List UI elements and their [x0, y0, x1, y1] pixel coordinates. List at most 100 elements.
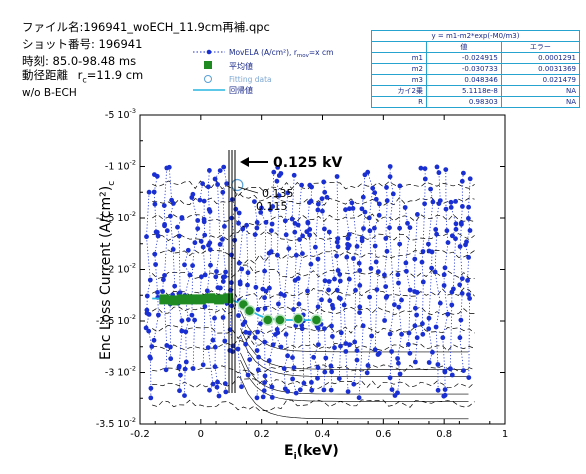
scatter-point — [319, 196, 325, 202]
background-curve — [240, 359, 469, 402]
scatter-point — [204, 288, 210, 294]
background-trace — [152, 249, 475, 265]
scatter-point — [152, 251, 158, 257]
scatter-trace — [383, 187, 388, 321]
scatter-trace — [336, 176, 342, 379]
scatter-point — [282, 386, 288, 392]
scatter-point — [323, 355, 329, 361]
scatter-point — [330, 305, 336, 311]
scatter-point — [156, 312, 161, 318]
scatter-trace — [283, 192, 290, 392]
scatter-point — [218, 285, 223, 291]
scatter-point — [383, 236, 389, 241]
scatter-point — [301, 318, 306, 324]
scatter-point — [359, 235, 365, 241]
scatter-point — [395, 272, 401, 278]
scatter-point — [467, 228, 473, 233]
background-trace — [152, 324, 475, 340]
scatter-point — [285, 353, 290, 359]
scatter-point — [189, 312, 195, 318]
scatter-point — [397, 225, 402, 231]
scatter-point — [263, 220, 269, 225]
scatter-point — [246, 330, 252, 336]
fitting-point — [262, 314, 274, 326]
scatter-point — [146, 312, 152, 317]
fit-formula: y = m1-m2*exp(-M0/m3) — [371, 30, 580, 42]
scatter-point — [375, 269, 381, 275]
scatter-point — [448, 199, 454, 205]
scatter-point — [144, 307, 150, 313]
radius-subscript: c — [82, 75, 87, 85]
scatter-point — [202, 272, 208, 278]
scatter-point — [314, 323, 320, 329]
scatter-trace — [229, 199, 237, 352]
scatter-point — [346, 243, 352, 248]
table-formula-row: y = m1-m2*exp(-M0/m3) — [371, 30, 580, 42]
scatter-point — [201, 219, 207, 225]
scatter-point — [155, 233, 161, 239]
scatter-point — [222, 274, 228, 280]
mean-point — [195, 294, 206, 305]
scatter-point — [291, 172, 297, 178]
voltage-high-label: 0.135 — [262, 187, 294, 200]
scatter-point — [346, 232, 352, 237]
scatter-point — [182, 293, 188, 298]
scatter-point — [155, 295, 161, 300]
scatter-point — [254, 395, 260, 401]
scatter-point — [162, 223, 167, 229]
scatter-point — [276, 193, 282, 198]
legend-fitting-marker — [204, 75, 212, 83]
scatter-point — [262, 380, 267, 385]
scatter-point — [161, 277, 166, 283]
scatter-point — [220, 279, 226, 284]
scatter-trace — [191, 194, 199, 369]
scatter-point — [406, 342, 411, 347]
param-name: m3 — [371, 74, 427, 86]
background-trace — [152, 399, 475, 412]
scatter-point — [255, 329, 260, 335]
scatter-point — [217, 168, 223, 174]
scatter-point — [283, 332, 289, 337]
scatter-point — [229, 280, 234, 286]
y-tick-label: -3 10-2 — [105, 365, 136, 379]
scatter-trace — [237, 212, 244, 387]
scatter-point — [144, 234, 149, 240]
scatter-point — [195, 218, 201, 223]
arrow-head — [240, 157, 249, 167]
scatter-trace — [404, 207, 411, 354]
background-trace — [152, 336, 475, 352]
scatter-point — [222, 381, 228, 386]
scatter-point — [451, 286, 456, 292]
scatter-point — [183, 329, 189, 335]
scatter-point — [397, 183, 403, 189]
scatter-trace — [420, 167, 426, 335]
fit-results-table: y = m1-m2*exp(-M0/m3) 値 エラー m1 -0.024915… — [371, 30, 581, 108]
scatter-point — [148, 395, 154, 401]
scatter-point — [201, 217, 207, 222]
scatter-point — [375, 352, 381, 357]
scatter-point — [237, 298, 242, 303]
scatter-point — [344, 254, 350, 260]
scatter-point — [299, 182, 304, 188]
regression-line — [152, 297, 323, 321]
scatter-point — [179, 318, 185, 324]
scatter-point — [412, 289, 417, 294]
scatter-point — [222, 338, 228, 344]
background-trace — [152, 192, 475, 207]
scatter-point — [216, 393, 222, 399]
scatter-point — [396, 280, 401, 286]
y-tick-label: -2 10-2 — [105, 262, 136, 276]
scatter-point — [442, 265, 448, 271]
scatter-point — [426, 241, 431, 247]
scatter-point — [360, 194, 366, 200]
scatter-point — [293, 252, 299, 258]
scatter-point — [202, 304, 208, 309]
scatter-point — [365, 169, 371, 175]
background-trace — [152, 213, 475, 228]
param-value: 0.98303 — [426, 96, 502, 108]
scatter-point — [459, 276, 465, 281]
scatter-point — [328, 363, 334, 369]
scatter-point — [177, 388, 182, 394]
radius-label-text: 動径距離 — [22, 68, 68, 82]
scatter-point — [415, 212, 420, 217]
